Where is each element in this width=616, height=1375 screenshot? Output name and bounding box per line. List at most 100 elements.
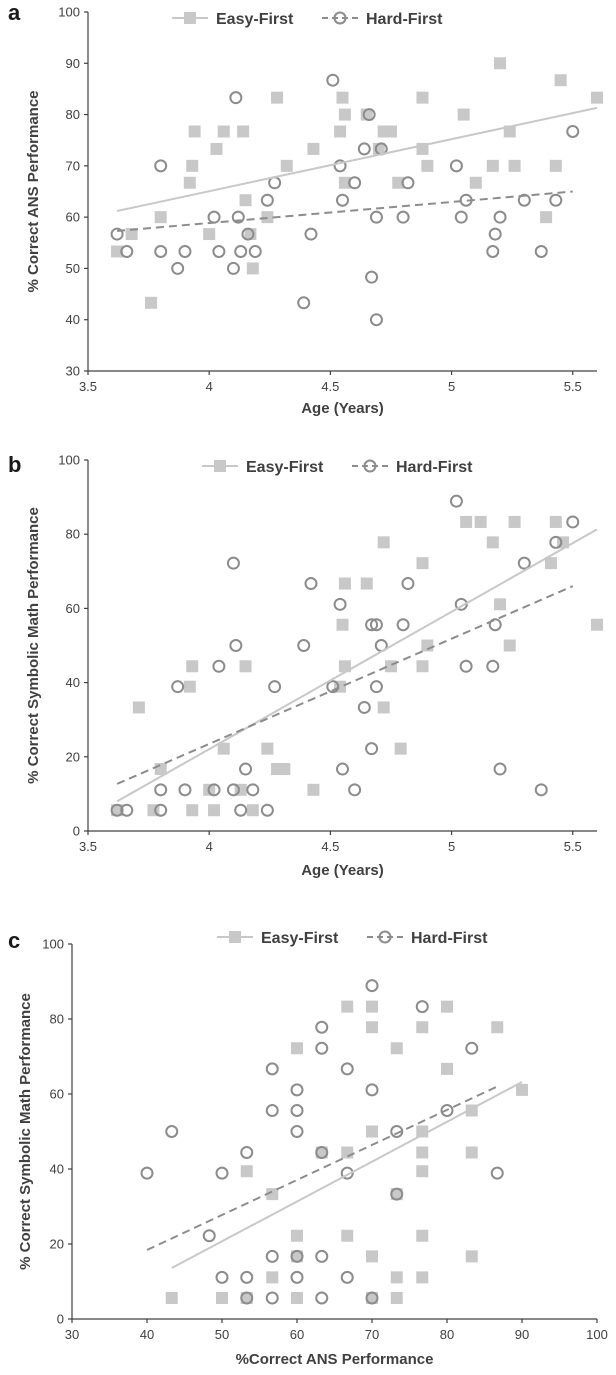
data-point — [265, 1249, 279, 1263]
data-point — [365, 1083, 379, 1097]
data-point — [234, 803, 248, 817]
data-point — [377, 536, 390, 549]
data-point — [207, 783, 221, 797]
data-point — [145, 296, 158, 309]
data-point — [441, 1062, 453, 1075]
data-point — [338, 108, 351, 121]
data-point — [154, 783, 168, 797]
data-point — [390, 1188, 403, 1201]
data-point — [234, 245, 248, 259]
data-point — [540, 211, 553, 224]
x-tick-label: 3.5 — [79, 839, 97, 854]
data-point — [239, 762, 253, 776]
y-tick-label: 40 — [66, 312, 80, 327]
data-point — [336, 193, 349, 207]
data-point — [278, 763, 291, 776]
data-point — [240, 1270, 254, 1284]
data-point — [188, 125, 201, 138]
data-point — [465, 1250, 478, 1263]
data-point — [377, 701, 390, 714]
data-point — [165, 1292, 178, 1304]
data-point — [494, 598, 507, 611]
data-point — [111, 245, 124, 258]
data-point — [415, 1000, 429, 1014]
data-point — [165, 1125, 179, 1138]
data-point — [271, 91, 284, 104]
data-point — [217, 125, 230, 138]
data-point — [390, 1271, 403, 1284]
trendline — [116, 106, 598, 212]
data-point — [591, 618, 603, 631]
data-point — [416, 1146, 429, 1159]
y-tick-label: 40 — [66, 675, 80, 690]
data-point — [365, 618, 379, 632]
data-point — [290, 1125, 304, 1138]
data-point — [154, 245, 168, 259]
data-point — [240, 1291, 254, 1305]
data-point — [341, 1146, 354, 1159]
x-tick-label: 90 — [515, 1327, 529, 1342]
data-point — [183, 176, 196, 189]
y-tick-label: 100 — [58, 453, 80, 468]
y-tick-label: 80 — [66, 527, 80, 542]
x-axis-title: Age (Years) — [301, 862, 384, 879]
data-point — [315, 1249, 329, 1263]
data-point — [338, 577, 351, 590]
series-square-points — [165, 1000, 528, 1304]
data-point — [503, 639, 516, 652]
data-point — [441, 1000, 453, 1013]
data-point — [357, 142, 371, 156]
data-point — [231, 210, 245, 224]
data-point — [239, 194, 252, 207]
data-point — [183, 680, 196, 693]
data-point — [307, 783, 320, 796]
data-point — [154, 803, 168, 817]
data-point — [465, 1146, 478, 1159]
data-point — [549, 515, 562, 528]
data-point — [508, 159, 521, 172]
data-point — [266, 1188, 279, 1201]
legend-marker — [214, 460, 226, 472]
data-point — [307, 142, 320, 155]
y-tick-label: 80 — [66, 107, 80, 122]
data-point — [132, 701, 145, 714]
x-tick-label: 4.5 — [321, 379, 339, 394]
data-point — [336, 91, 349, 104]
data-point — [315, 1291, 329, 1305]
data-point — [265, 1104, 279, 1117]
data-point — [449, 159, 463, 173]
legend-label: Easy-First — [216, 11, 294, 28]
series-circle-points — [110, 73, 580, 327]
data-point — [401, 577, 415, 591]
data-point — [315, 1146, 328, 1159]
data-point — [566, 515, 580, 529]
data-point — [486, 659, 500, 673]
legend-label: Hard-First — [366, 11, 443, 28]
data-point — [280, 159, 293, 172]
data-point — [491, 1021, 504, 1034]
data-point — [544, 557, 557, 570]
data-point — [465, 1041, 479, 1055]
data-point — [365, 742, 379, 756]
data-point — [229, 91, 243, 105]
data-point — [508, 515, 521, 528]
x-tick-label: 5.5 — [564, 839, 582, 854]
y-tick-label: 100 — [42, 937, 64, 952]
data-point — [240, 1146, 254, 1159]
data-point — [186, 660, 199, 673]
data-point — [366, 1292, 378, 1304]
data-point — [440, 1104, 454, 1117]
data-point — [120, 245, 134, 259]
x-tick-label: 50 — [215, 1327, 229, 1342]
data-point — [416, 557, 429, 570]
legend-label: Easy-First — [246, 459, 324, 476]
data-point — [336, 618, 349, 631]
data-point — [366, 1021, 378, 1034]
trendline — [116, 528, 598, 803]
data-point — [369, 210, 383, 224]
y-tick-label: 90 — [66, 56, 80, 71]
data-point — [297, 639, 311, 652]
data-point — [304, 227, 318, 241]
data-point — [340, 1166, 354, 1180]
